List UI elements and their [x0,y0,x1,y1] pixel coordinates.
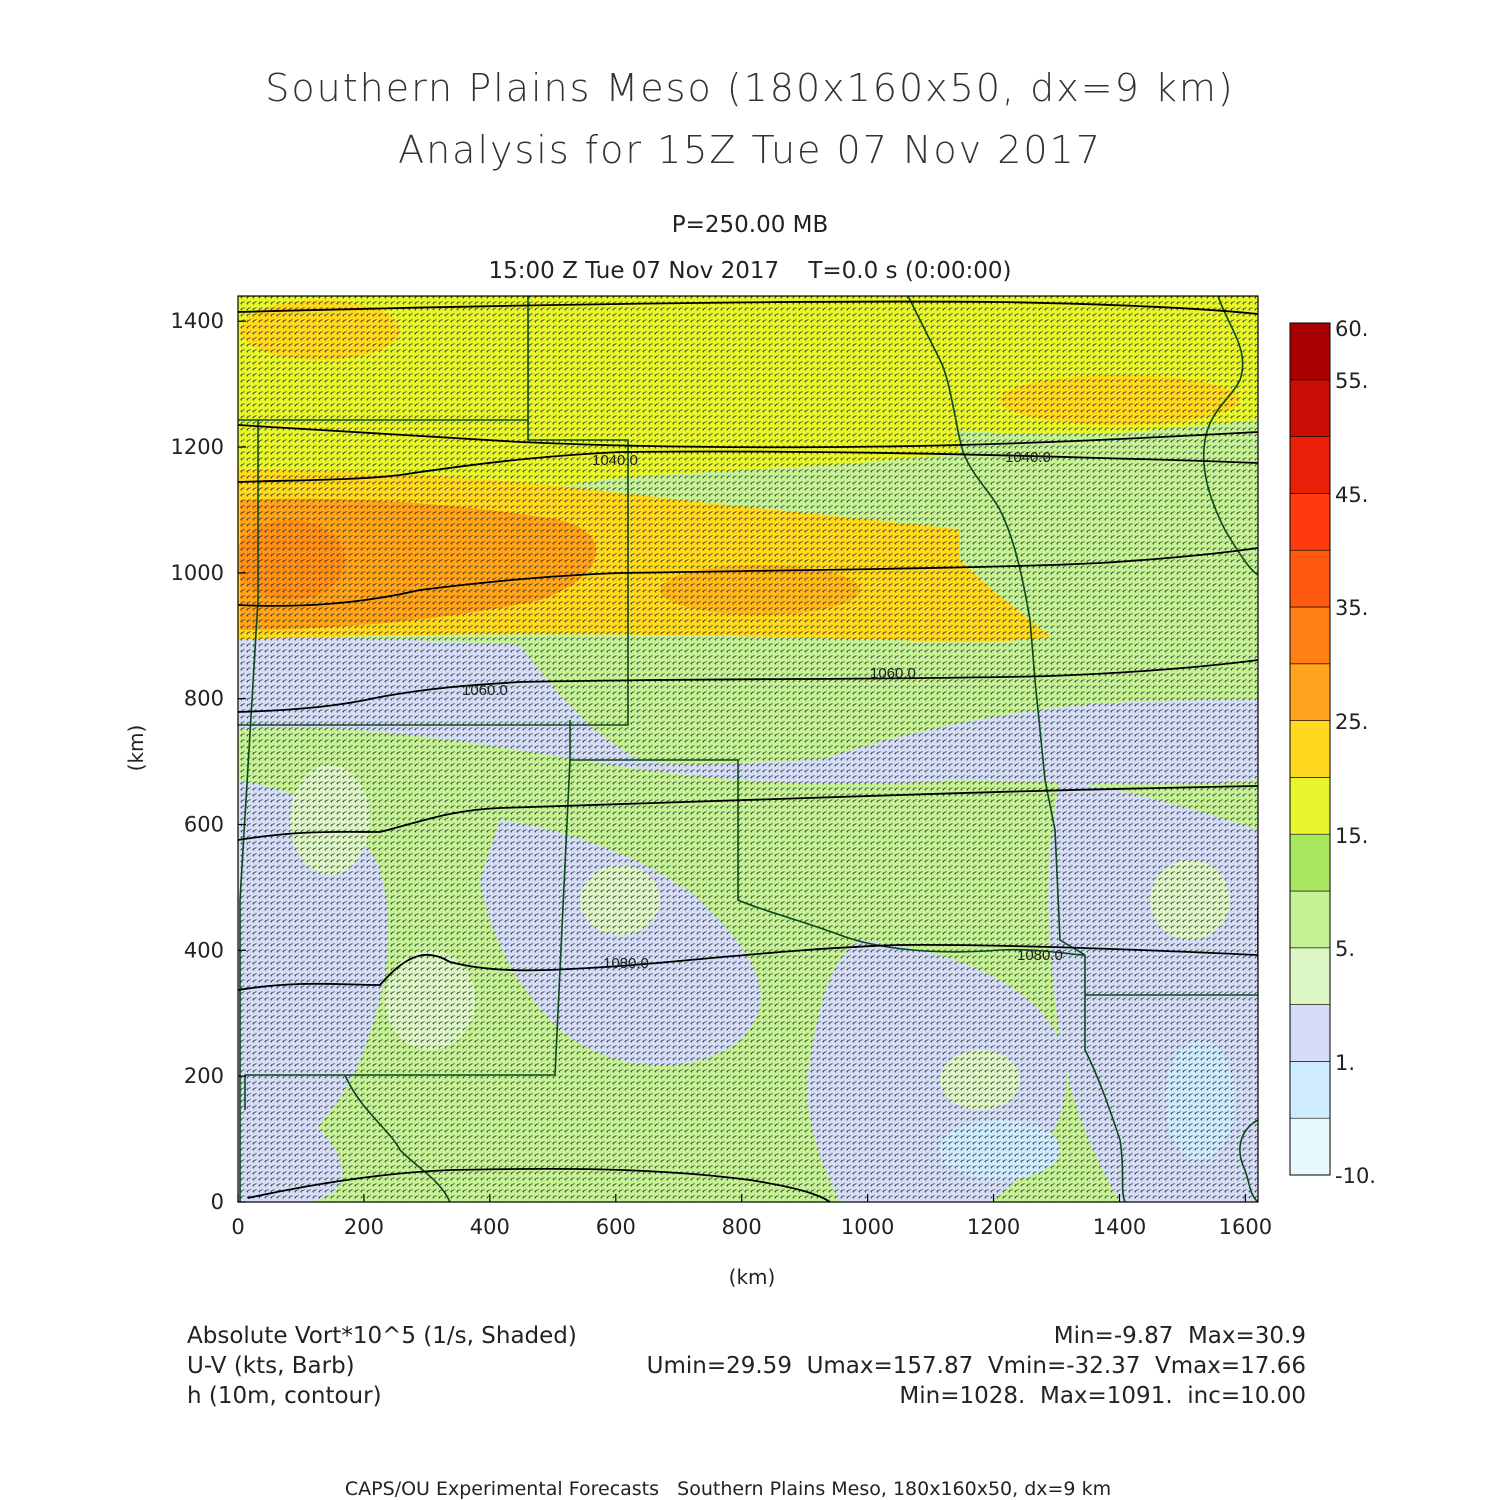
footer-credit: CAPS/OU Experimental Forecasts Southern … [344,1478,1112,1500]
colorbar-swatch [1289,379,1331,437]
colorbar-label: 55. [1335,369,1368,393]
x-tick-label: 1200 [967,1215,1020,1239]
x-tick-label: 800 [722,1215,762,1239]
y-tick-label: 1000 [171,561,224,585]
colorbar-label: 60. [1335,317,1368,341]
vorticity-shading [238,296,1258,1202]
legend-vorticity: Absolute Vort*10^5 (1/s, Shaded) [187,1323,577,1349]
x-tick-label: 1600 [1219,1215,1272,1239]
colorbar-label: 1. [1335,1051,1355,1075]
state-boundaries [238,296,1258,1202]
legend-vorticity-range: Min=-9.87 Max=30.9 [1053,1323,1306,1349]
y-tick-label: 800 [184,687,224,711]
colorbar-swatch [1289,890,1331,949]
colorbar-swatch [1289,1061,1331,1119]
colorbar-swatch [1289,947,1331,1005]
x-tick-label: 600 [596,1215,636,1239]
colorbar-frame [1289,322,1331,1176]
x-tick-label: 200 [344,1215,384,1239]
legend-height: h (10m, contour) [187,1383,382,1409]
x-axis-ticks: 0 200 400 600 800 1000 1200 1400 1600 [231,1194,1272,1239]
contour-label: 1040.0 [1005,449,1051,466]
y-tick-label: 400 [184,938,224,962]
colorbar-swatch [1289,1004,1331,1062]
y-tick-label: 1400 [171,309,224,333]
plot-frame [237,295,1259,1203]
y-tick-label: 600 [184,813,224,837]
x-tick-label: 400 [470,1215,510,1239]
colorbar-swatch [1289,549,1331,608]
colorbar-swatch [1289,833,1331,892]
contour-label: 1060.0 [870,665,916,682]
colorbar-swatch [1289,436,1331,494]
title-line-1: Southern Plains Meso (180x160x50, dx=9 k… [265,66,1235,110]
y-tick-label: 0 [211,1190,224,1214]
colorbar-label: 5. [1335,937,1355,961]
legend-height-range: Min=1028. Max=1091. inc=10.00 [899,1383,1306,1409]
x-tick-label: 1400 [1093,1215,1146,1239]
colorbar-label: 35. [1335,596,1368,620]
y-tick-label: 1200 [171,435,224,459]
level-label: P=250.00 MB [671,212,829,238]
colorbar-swatch [1289,663,1331,721]
colorbar-swatch [1289,720,1331,778]
colorbar-swatch [1289,493,1331,551]
colorbar-label: -10. [1335,1164,1376,1188]
title-line-2: Analysis for 15Z Tue 07 Nov 2017 [398,128,1102,172]
height-contours [238,300,1258,1202]
legend-wind: U-V (kts, Barb) [187,1353,355,1379]
x-axis-label: (km) [729,1265,776,1289]
contour-labels: 1040.0 1040.0 1060.0 1060.0 1080.0 1080.… [462,449,1063,972]
colorbar-label: 45. [1335,483,1368,507]
time-label: 15:00 Z Tue 07 Nov 2017 T=0.0 s (0:00:00… [488,258,1012,284]
x-tick-label: 1000 [841,1215,894,1239]
colorbar: 60. 55. 45. 35. 25. 15. 5. 1. -10. [1289,317,1376,1188]
legend-wind-range: Umin=29.59 Umax=157.87 Vmin=-32.37 Vmax=… [646,1353,1306,1379]
colorbar-swatch [1289,322,1331,381]
y-tick-label: 200 [184,1064,224,1088]
colorbar-label: 25. [1335,710,1368,734]
y-axis-label: (km) [124,725,148,772]
plot-area: 1040.0 1040.0 1060.0 1060.0 1080.0 1080.… [237,295,1259,1203]
colorbar-swatch [1289,606,1331,665]
x-tick-label: 0 [231,1215,244,1239]
colorbar-swatch [1289,777,1331,835]
contour-label: 1080.0 [603,955,649,972]
contour-label: 1060.0 [462,682,508,699]
y-axis-ticks: 0 200 400 600 800 1000 1200 1400 [171,309,246,1214]
colorbar-swatch [1289,1117,1331,1176]
contour-label: 1080.0 [1017,947,1063,964]
contour-label: 1040.0 [592,452,638,469]
colorbar-label: 15. [1335,824,1368,848]
